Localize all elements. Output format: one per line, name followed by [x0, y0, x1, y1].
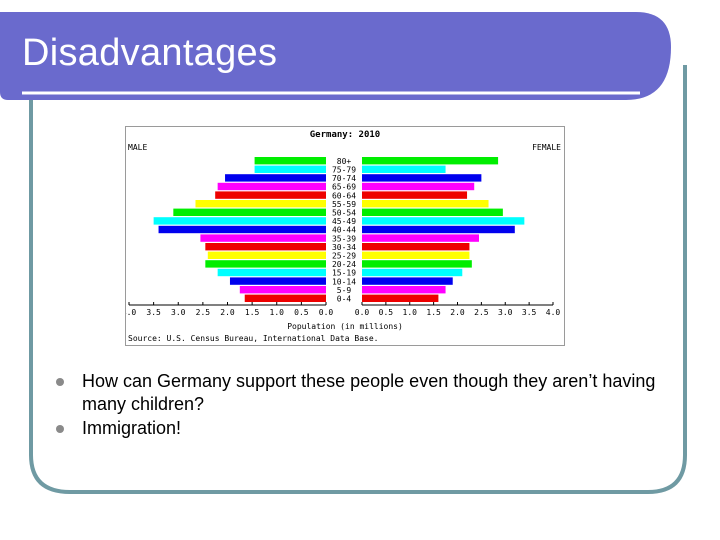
- age-label-20-24: 20-24: [332, 260, 356, 269]
- female-axis-tick-label: 2.0: [450, 308, 465, 317]
- age-label-0-4: 0-4: [337, 295, 352, 304]
- bullet-text: Immigration!: [82, 418, 182, 438]
- female-bar-75-79: [362, 165, 446, 173]
- female-bar-60-64: [362, 191, 468, 199]
- slide-title: Disadvantages: [22, 32, 278, 74]
- title-bar: [0, 12, 671, 100]
- male-bar-30-34: [205, 243, 326, 251]
- female-bar-50-54: [362, 208, 503, 216]
- female-label: FEMALE: [532, 143, 561, 152]
- female-bar-45-49: [362, 217, 525, 225]
- bullet-list: How can Germany support these people eve…: [52, 370, 692, 441]
- female-bar-15-19: [362, 268, 463, 277]
- female-bar-55-59: [362, 200, 489, 208]
- age-label-30-34: 30-34: [332, 243, 356, 252]
- age-label-10-14: 10-14: [332, 277, 356, 286]
- male-axis-tick-label: 3.0: [171, 308, 186, 317]
- male-bar-40-44: [158, 225, 326, 234]
- male-axis-tick-label: 1.0: [270, 308, 285, 317]
- content-frame: [29, 65, 687, 494]
- female-axis-tick-label: 3.0: [498, 308, 513, 317]
- female-axis-tick-label: 1.5: [426, 308, 441, 317]
- male-bar-0-4: [244, 294, 326, 302]
- bullet-item: Immigration!: [52, 417, 692, 440]
- male-axis-tick-label: 0.0: [319, 308, 334, 317]
- male-bar-80+: [254, 157, 326, 165]
- age-label-15-19: 15-19: [332, 269, 356, 278]
- female-axis-tick-label: 0.0: [355, 308, 370, 317]
- age-label-75-79: 75-79: [332, 166, 356, 175]
- age-label-80+: 80+: [337, 157, 352, 166]
- male-bar-25-29: [207, 251, 326, 259]
- age-label-55-59: 55-59: [332, 200, 356, 209]
- population-pyramid-chart: Germany: 2010 MALE FEMALE 80+ 75-79 70-74 6…: [125, 126, 565, 346]
- age-label-70-74: 70-74: [332, 174, 356, 183]
- female-axis-tick-label: 0.5: [379, 308, 394, 317]
- male-bar-20-24: [205, 260, 326, 268]
- male-bar-60-64: [215, 191, 326, 199]
- male-axis-tick-label: 2.5: [196, 308, 211, 317]
- female-axis-tick-label: 2.5: [474, 308, 489, 317]
- female-axis-tick-label: 1.0: [403, 308, 418, 317]
- female-bar-30-34: [362, 243, 470, 251]
- bullet-dot-icon: [56, 378, 64, 386]
- female-bar-70-74: [362, 174, 482, 182]
- age-label-5-9: 5-9: [337, 286, 352, 295]
- male-axis-tick-label: 2.0: [220, 308, 235, 317]
- female-bar-20-24: [362, 260, 472, 268]
- female-bar-5-9: [362, 286, 446, 294]
- age-label-45-49: 45-49: [332, 217, 356, 226]
- x-axis-label: Population (in millions): [287, 322, 403, 331]
- male-bar-55-59: [195, 200, 326, 208]
- male-axis-tick-label: 3.5: [146, 308, 161, 317]
- female-bar-0-4: [362, 294, 439, 302]
- bullet-dot-icon: [56, 425, 64, 433]
- female-bar-35-39: [362, 234, 479, 242]
- pyramid-svg: Germany: 2010 MALE FEMALE 80+75-7970-746…: [126, 130, 561, 343]
- age-label-50-54: 50-54: [332, 209, 356, 218]
- female-bar-10-14: [362, 277, 453, 285]
- male-axis-tick-label: 1.5: [245, 308, 260, 317]
- male-bar-70-74: [225, 174, 326, 182]
- male-bar-5-9: [239, 286, 326, 294]
- bullet-text: How can Germany support these people eve…: [82, 371, 656, 414]
- ticks-group: 4.0 3.5 3.0 2.5 2.0 1.5 1.0 0.5 0.0 0.0 0.5 1.0 1.5 2…: [126, 302, 560, 317]
- male-axis-tick-label: 4.0: [126, 308, 136, 317]
- chart-title: Germany: 2010: [310, 130, 380, 140]
- chart-source: Source: U.S. Census Bureau, Internationa…: [128, 334, 378, 343]
- age-label-40-44: 40-44: [332, 226, 356, 235]
- bars-group: [153, 157, 525, 302]
- male-bar-65-69: [217, 182, 326, 191]
- female-bar-65-69: [362, 182, 475, 191]
- female-bar-80+: [362, 157, 499, 165]
- age-label-60-64: 60-64: [332, 191, 356, 200]
- age-label-25-29: 25-29: [332, 252, 356, 261]
- age-label-35-39: 35-39: [332, 234, 356, 243]
- age-labels-group: 80+75-7970-7465-6960-6455-5950-5445-4940…: [332, 157, 356, 304]
- male-label: MALE: [128, 143, 147, 152]
- female-bar-40-44: [362, 225, 515, 234]
- male-bar-15-19: [217, 268, 326, 277]
- female-bar-25-29: [362, 251, 470, 259]
- age-label-65-69: 65-69: [332, 183, 356, 192]
- male-bar-45-49: [153, 217, 326, 225]
- female-axis-tick-label: 4.0: [546, 308, 561, 317]
- bullet-item: How can Germany support these people eve…: [52, 370, 692, 416]
- male-bar-35-39: [200, 234, 326, 242]
- female-axis-tick-label: 3.5: [522, 308, 537, 317]
- male-bar-50-54: [173, 208, 326, 216]
- male-bar-75-79: [254, 165, 326, 173]
- male-axis-tick-label: 0.5: [294, 308, 309, 317]
- male-bar-10-14: [229, 277, 326, 285]
